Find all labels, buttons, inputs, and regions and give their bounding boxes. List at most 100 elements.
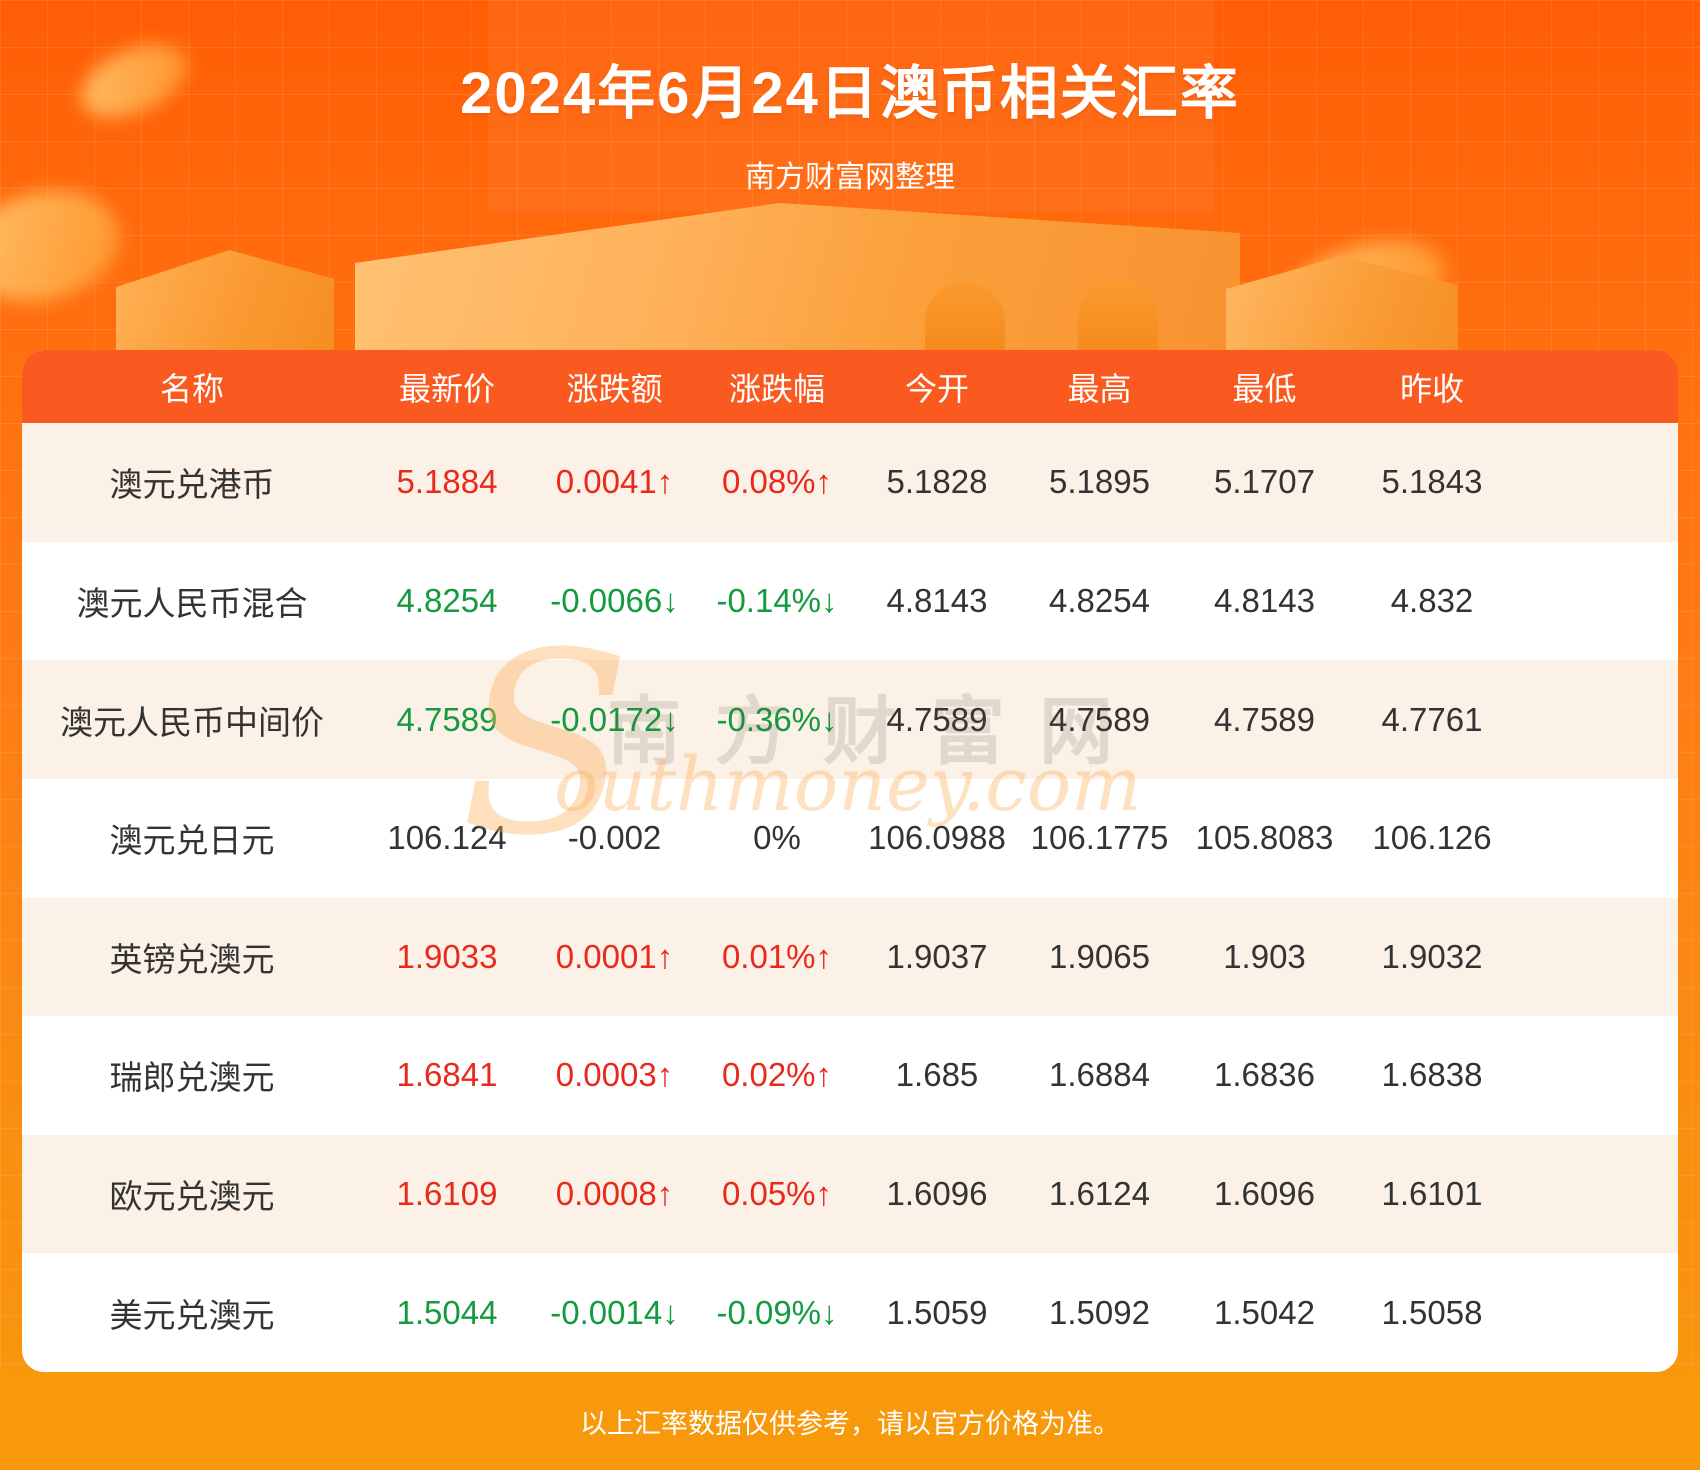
cell-prev: 1.6838 (1381, 1056, 1483, 1094)
column-header-3: 涨跌额 (532, 350, 697, 423)
cell-open: 5.1828 (886, 463, 988, 501)
table-row: 瑞郎兑澳元 1.6841 0.0003↑ 0.02%↑ 1.685 1.6884 1.683… (22, 1016, 1678, 1135)
leaf-decoration (0, 174, 132, 318)
cell-open: 1.5059 (886, 1293, 988, 1331)
podium-decoration (116, 250, 334, 353)
table-row: 澳元人民币混合 4.8254 -0.0066↓ -0.14%↓ 4.8143 4.8254… (22, 541, 1678, 661)
cell-pct: 0.02%↑ (721, 1056, 833, 1094)
cell-open: 1.9037 (886, 937, 988, 975)
column-header-1: 名称 (22, 350, 362, 423)
cell-pct: -0.09%↓ (716, 1293, 838, 1331)
cell-latest: 1.6109 (396, 1175, 498, 1213)
cell-high: 4.7589 (1049, 700, 1150, 738)
cell-name: 澳元人民币中间价 (60, 703, 324, 741)
cell-latest: 5.1884 (396, 463, 498, 501)
column-header-7: 最低 (1182, 350, 1347, 423)
cell-spacer (1517, 1016, 1678, 1135)
cell-prev: 5.1843 (1381, 463, 1483, 501)
cell-pct: 0% (753, 819, 801, 857)
cell-pct: 0.01%↑ (721, 937, 833, 975)
column-header-5: 今开 (857, 350, 1017, 423)
cell-pct: -0.14%↓ (716, 581, 838, 619)
cell-open: 106.0988 (868, 819, 1006, 857)
cell-open: 1.685 (895, 1056, 979, 1094)
cell-spacer (1517, 779, 1678, 898)
column-header-spacer (1517, 350, 1678, 423)
cell-prev: 1.6101 (1381, 1175, 1483, 1213)
rates-table: 名称 最新价 涨跌额 涨跌幅 今开 最高 最低 昨收 澳元兑港币 5.1884 0.0041↑ 0.… (22, 350, 1678, 1372)
cell-spacer (1517, 423, 1678, 542)
cell-high: 1.9065 (1049, 937, 1150, 975)
cell-low: 1.6836 (1214, 1056, 1315, 1094)
column-header-6: 最高 (1017, 350, 1182, 423)
cell-high: 1.6884 (1049, 1056, 1150, 1094)
cell-name: 澳元兑港币 (109, 466, 275, 504)
cell-low: 105.8083 (1195, 819, 1334, 857)
cell-change: 0.0001↑ (555, 937, 674, 975)
cell-change: 0.0008↑ (555, 1175, 674, 1213)
cell-spacer (1517, 542, 1678, 661)
rates-table-card: 名称 最新价 涨跌额 涨跌幅 今开 最高 最低 昨收 澳元兑港币 5.1884 0.0041↑ 0.… (22, 350, 1678, 1372)
column-header-4: 涨跌幅 (697, 350, 857, 423)
cell-spacer (1517, 898, 1678, 1017)
cell-high: 1.6124 (1049, 1175, 1150, 1213)
cell-change: -0.0014↓ (550, 1293, 679, 1331)
cell-prev: 106.126 (1372, 819, 1492, 857)
cell-change: -0.0066↓ (550, 581, 679, 619)
cell-change: -0.002 (567, 819, 662, 857)
cell-prev: 4.7761 (1381, 700, 1483, 738)
cell-prev: 1.9032 (1381, 937, 1483, 975)
cell-latest: 106.124 (387, 819, 507, 857)
cell-name: 美元兑澳元 (109, 1296, 275, 1334)
cell-low: 1.5042 (1214, 1293, 1315, 1331)
column-header-8: 昨收 (1347, 350, 1517, 423)
cell-name: 澳元兑日元 (109, 822, 275, 860)
cell-high: 106.1775 (1030, 819, 1169, 857)
footer-note: 以上汇率数据仅供参考，请以官方价格为准。 (0, 1372, 1700, 1470)
cell-pct: 0.05%↑ (721, 1175, 833, 1213)
cell-low: 5.1707 (1214, 463, 1315, 501)
cell-prev: 1.5058 (1381, 1293, 1483, 1331)
cell-latest: 4.7589 (396, 700, 498, 738)
arch-decoration (1078, 282, 1158, 352)
cell-change: 0.0003↑ (555, 1056, 674, 1094)
cell-high: 5.1895 (1049, 463, 1150, 501)
arch-decoration (925, 282, 1005, 352)
cell-spacer (1517, 1253, 1678, 1372)
cell-pct: -0.36%↓ (716, 700, 838, 738)
cell-change: -0.0172↓ (550, 700, 679, 738)
table-row: 澳元人民币中间价 4.7589 -0.0172↓ -0.36%↓ 4.7589 4.758… (22, 660, 1678, 779)
cell-low: 1.903 (1223, 937, 1306, 975)
cell-change: 0.0041↑ (555, 463, 674, 501)
cell-open: 4.8143 (886, 581, 988, 619)
cell-latest: 1.5044 (396, 1293, 498, 1331)
cell-pct: 0.08%↑ (721, 463, 833, 501)
cell-low: 4.8143 (1214, 581, 1315, 619)
page-subtitle: 南方财富网整理 (745, 161, 955, 194)
column-header-2: 最新价 (362, 350, 532, 423)
cell-open: 1.6096 (886, 1175, 988, 1213)
cell-high: 4.8254 (1049, 581, 1150, 619)
table-row: 英镑兑澳元 1.9033 0.0001↑ 0.01%↑ 1.9037 1.9065 1.90… (22, 897, 1678, 1017)
cell-spacer (1517, 660, 1678, 779)
cell-open: 4.7589 (886, 700, 988, 738)
table-row: 澳元兑日元 106.124 -0.002 0% 106.0988 106.1775 105.… (22, 778, 1678, 898)
page-title: 2024年6月24日澳币相关汇率 (460, 61, 1240, 126)
table-row: 美元兑澳元 1.5044 -0.0014↓ -0.09%↓ 1.5059 1.5092 1.… (22, 1253, 1678, 1372)
table-header-row: 名称 最新价 涨跌额 涨跌幅 今开 最高 最低 昨收 (22, 350, 1678, 423)
table-row: 欧元兑澳元 1.6109 0.0008↑ 0.05%↑ 1.6096 1.6124 1.60… (22, 1134, 1678, 1254)
cell-name: 澳元人民币混合 (76, 584, 308, 622)
table-row: 澳元兑港币 5.1884 0.0041↑ 0.08%↑ 5.1828 5.1895 5.17… (22, 423, 1678, 542)
cell-latest: 1.9033 (396, 937, 498, 975)
cell-prev: 4.832 (1390, 581, 1474, 619)
cell-spacer (1517, 1135, 1678, 1254)
cell-latest: 4.8254 (396, 581, 498, 619)
title-glow-decoration (488, 0, 1214, 212)
cell-name: 欧元兑澳元 (109, 1178, 275, 1216)
cell-high: 1.5092 (1049, 1293, 1150, 1331)
cell-latest: 1.6841 (396, 1056, 498, 1094)
cell-low: 4.7589 (1214, 700, 1315, 738)
cell-name: 英镑兑澳元 (109, 940, 275, 978)
cell-low: 1.6096 (1214, 1175, 1315, 1213)
